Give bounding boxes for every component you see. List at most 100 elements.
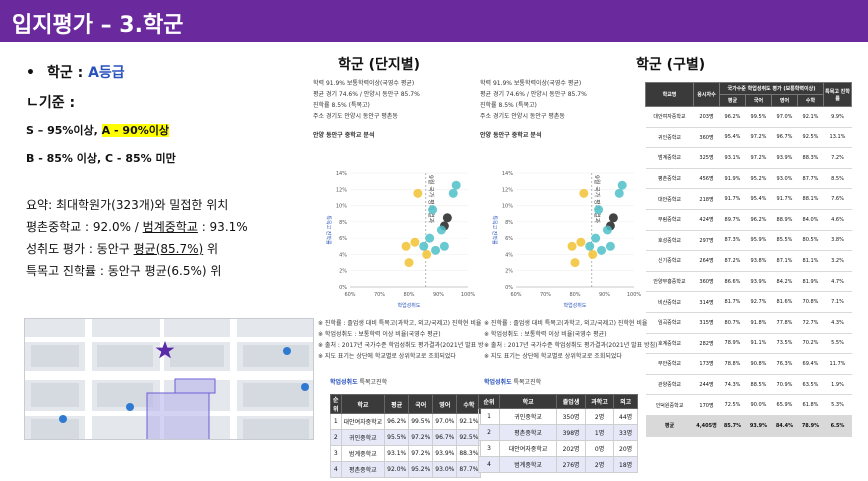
summary-line: 성취도 평가 : 동안구 평균(85.7%) 위 <box>26 242 219 256</box>
table-cell: 3.8% <box>823 230 852 252</box>
scatter-svg: 0% 2% 4% 6% 8% 10% 12% 14% 60% 70% 80% 90% 100% 학업성취도… <box>325 171 475 309</box>
table-cell: 276명 <box>556 456 586 473</box>
grade-label: 학군 : <box>46 65 89 81</box>
table-cell: 424명 <box>693 209 720 231</box>
data-point <box>436 225 446 235</box>
notes-left: ※ 진학률 : 졸업생 대비 특목고(과학고, 외고/국제고) 진학현 비율 ※… <box>318 318 492 362</box>
doc-line: 주소 경기도 안양시 동안구 평촌동 <box>313 113 398 120</box>
y-tick-label: 12% <box>336 187 347 193</box>
table-cell: 7.1% <box>823 291 852 313</box>
table-cell: 81.1% <box>797 250 824 272</box>
doc-line: 학력 91.9% 보통학력이상(국영수 평균) <box>480 80 582 87</box>
table-cell: 97.0% <box>432 413 458 430</box>
doc-line: 주소 경기도 안양시 동안구 평촌동 <box>480 113 565 120</box>
table-cell: 2명 <box>584 408 615 425</box>
table-cell: 78.9% <box>719 333 746 355</box>
data-point <box>617 180 627 190</box>
table1-caption: 학업성취도 특목고진학 <box>330 379 388 386</box>
table-cell: 88.1% <box>797 188 824 210</box>
table-cell: 90.0% <box>745 394 772 416</box>
table-cell: 84.0% <box>797 209 824 231</box>
table-cell: 대안중학교 <box>645 188 694 210</box>
data-point <box>567 241 577 251</box>
table-row: 대안여자중학교 203명 96.2% 99.5% 97.0% 92.1% 9.9% <box>645 106 852 128</box>
grade-value: A등급 <box>88 65 125 81</box>
data-point <box>422 249 432 259</box>
table-cell: 6.5% <box>823 415 852 437</box>
y-tick-label: 2% <box>505 269 513 275</box>
doc-line: 평균 경기 74.6% / 안양시 동안구 85.7% <box>480 91 587 98</box>
table-cell: 4 <box>477 456 501 473</box>
summary-line: 특목고 진학률 : 동안구 평균(6.5%) 위 <box>26 264 222 278</box>
table-cell: 84.4% <box>771 415 798 437</box>
table-cell: 88.9% <box>771 209 798 231</box>
table-row: 호성중학교 297명 87.3% 95.9% 85.5% 80.5% 3.8% <box>645 230 852 252</box>
chart-annotation: 9월 국가 평가 결과 <box>427 175 435 224</box>
table-cell: 81.6% <box>771 291 798 313</box>
table-cell: 평촌중학교 <box>499 424 558 441</box>
criteria-highlight: A - 90%이상 <box>101 124 169 137</box>
table-cell: 호성중학교 <box>645 230 694 252</box>
table-cell: 95.2% <box>745 168 772 190</box>
achievement-table: 순위 학교 평균 국어 영어 수학 1 대안여자중학교 96.2% 99.5% 97.0% 92.1… <box>330 394 482 478</box>
table-cell: 2명 <box>584 456 615 473</box>
table-cell: 97.0% <box>771 106 798 128</box>
y-tick-label: 10% <box>336 204 347 210</box>
y-tick-label: 0% <box>339 285 347 291</box>
table2-caption: 학업성취도 특목고진학 <box>484 379 542 386</box>
table-cell: 80.5% <box>797 230 824 252</box>
table-row: 2 귀인중학교 95.5% 97.2% 96.7% 92.5% <box>330 429 482 446</box>
x-tick-label: 80% <box>569 292 580 298</box>
table-cell: 귀인중학교 <box>340 429 386 446</box>
table-cell: 86.6% <box>719 271 746 293</box>
table-cell: 99.5% <box>745 106 772 128</box>
summary-line: 요약: 최대학원가(323개)와 밀접한 위치 <box>26 198 229 212</box>
doc-left: 학력 91.9% 보통학력이상(국영수 평균) 평균 경기 74.6% / 안양… <box>313 78 477 139</box>
table-cell: 88.3% <box>797 147 824 169</box>
data-point <box>614 188 624 198</box>
data-point <box>605 241 615 251</box>
table-cell: 93.9% <box>432 445 458 462</box>
table-cell: 96.7% <box>432 429 458 446</box>
x-tick-label: 100% <box>627 292 642 298</box>
criteria-line-1: S – 95%이상, A - 90%이상 <box>26 124 169 137</box>
notes-right: ※ 진학률 : 졸업생 대비 특목고(과학고, 외고/국제고) 진학현 비율 ※… <box>484 318 658 362</box>
table-cell: 96.2% <box>745 209 772 231</box>
y-tick-label: 8% <box>505 220 513 226</box>
table-cell: 84.2% <box>771 271 798 293</box>
table-cell: 69.4% <box>797 353 824 375</box>
x-tick-label: 60% <box>344 292 355 298</box>
table-cell: 95.4% <box>719 127 746 149</box>
table-cell: 78.9% <box>797 415 824 437</box>
table-row: 관양중학교 244명 74.3% 88.5% 70.9% 63.5% 1.9% <box>645 374 852 396</box>
table-cell: 96.2% <box>384 413 410 430</box>
table-cell: 218명 <box>693 188 720 210</box>
data-point <box>579 188 589 198</box>
table-cell: 202명 <box>556 440 586 457</box>
table-cell: 81.9% <box>797 271 824 293</box>
table-cell: 80.7% <box>719 312 746 334</box>
table-cell: 360명 <box>693 271 720 293</box>
table-cell: 93.9% <box>771 147 798 169</box>
data-point <box>597 245 607 255</box>
col-header: 수학 <box>797 94 824 107</box>
grade-line: • 학군 : A등급 <box>26 62 316 82</box>
x-tick-label: 90% <box>433 292 444 298</box>
location-map <box>24 318 314 440</box>
table-cell: 안양부흥중학교 <box>645 271 694 293</box>
table-cell: 72.7% <box>797 312 824 334</box>
y-tick-label: 14% <box>502 171 513 177</box>
data-point <box>591 233 601 243</box>
table-row: 1 귀인중학교 350명 2명 44명 <box>477 408 638 425</box>
col-header: 학교 <box>499 394 558 409</box>
x-tick-label: 90% <box>599 292 610 298</box>
scatter-chart-right: 0% 2% 4% 6% 8% 10% 12% 14% 60% 70% 80% 90% 100% 학업성취도… <box>484 165 644 315</box>
x-axis-label: 학업성취도 <box>563 302 586 309</box>
table-row: 부안중학교 173명 78.8% 90.8% 76.3% 69.4% 11.7% <box>645 353 852 375</box>
data-point <box>413 188 423 198</box>
table-cell: 87.7% <box>797 168 824 190</box>
table-cell: 87.2% <box>719 250 746 272</box>
table-row: 범계중학교 325명 93.1% 97.2% 93.9% 88.3% 7.2% <box>645 147 852 169</box>
table-cell: 93.9% <box>745 415 772 437</box>
y-tick-label: 12% <box>502 187 513 193</box>
